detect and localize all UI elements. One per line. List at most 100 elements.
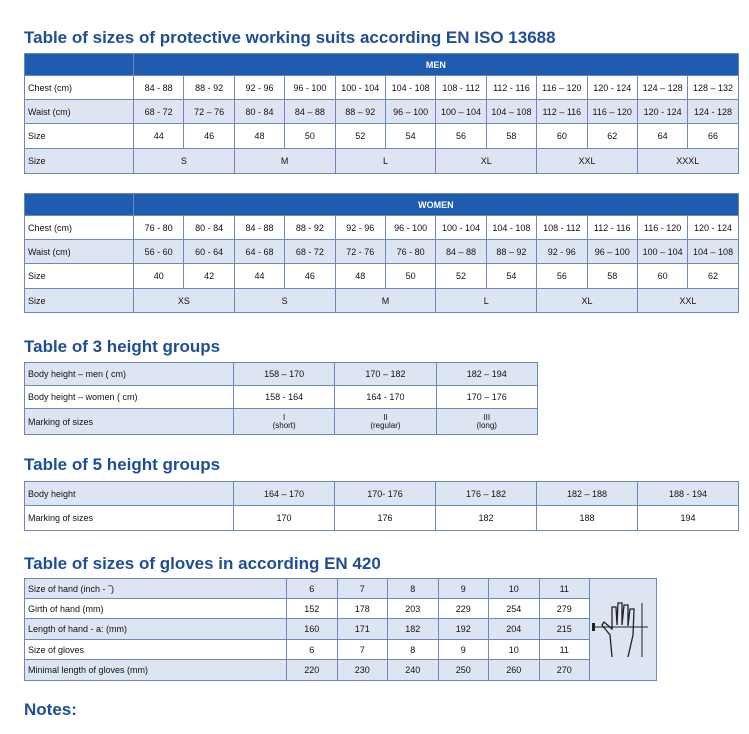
row-label: Body height – women ( cm) bbox=[24, 385, 234, 409]
cell: 11 bbox=[538, 639, 590, 660]
row-label: Length of hand - a: (mm) bbox=[24, 618, 287, 640]
cell: 9 bbox=[437, 578, 489, 599]
cell: 88 – 92 bbox=[485, 239, 538, 264]
row: Size of gloves 6 7 8 9 10 11 bbox=[24, 639, 657, 660]
cell: 112 – 116 bbox=[536, 99, 588, 124]
cell: 8 bbox=[387, 639, 439, 660]
cell: 46 bbox=[183, 123, 235, 149]
cell: 120 - 124 bbox=[586, 75, 638, 100]
cell-mark: II bbox=[383, 412, 388, 422]
row-label: Size bbox=[24, 263, 134, 289]
cell: 128 – 132 bbox=[687, 75, 739, 100]
cell: 7 bbox=[336, 639, 388, 660]
cell: 182 – 188 bbox=[536, 481, 638, 506]
cell: 84 – 88 bbox=[435, 239, 487, 264]
cell: 54 bbox=[485, 263, 538, 289]
row: Size S M L XL XXL XXXL bbox=[24, 148, 739, 174]
cell: 60 bbox=[536, 123, 588, 149]
cell: 215 bbox=[538, 618, 590, 640]
cell: 250 bbox=[437, 659, 489, 681]
cell: 170 – 182 bbox=[334, 362, 437, 386]
section-title: Notes: bbox=[24, 700, 77, 719]
cell: 220 bbox=[286, 659, 338, 681]
row: Marking of sizes 170 176 182 188 194 bbox=[24, 505, 739, 531]
section-title: Table of sizes of protective working sui… bbox=[24, 28, 556, 47]
row-label: Marking of sizes bbox=[24, 408, 234, 435]
cell: 108 - 112 bbox=[435, 75, 487, 100]
cell: 84 - 88 bbox=[233, 215, 286, 240]
row-label: Waist (cm) bbox=[24, 239, 134, 264]
cell: 182 bbox=[435, 505, 537, 531]
hand-cell bbox=[589, 578, 657, 681]
cell: 279 bbox=[538, 598, 590, 619]
cell: 88 - 92 bbox=[284, 215, 336, 240]
row: Body height 164 – 170 170- 176 176 – 182 182… bbox=[24, 481, 739, 506]
cell: 10 bbox=[488, 578, 540, 599]
cell: 170 bbox=[233, 505, 335, 531]
row: Waist (cm) 68 - 72 72 – 76 80 - 84 84 – 88 88… bbox=[24, 99, 739, 124]
cell: 124 – 128 bbox=[636, 75, 689, 100]
cell: 104 - 108 bbox=[384, 75, 437, 100]
cell: 80 - 84 bbox=[183, 215, 235, 240]
row: Minimal length of gloves (mm) 220 230 240 25… bbox=[24, 659, 657, 681]
cell: 56 bbox=[435, 123, 487, 149]
cell: 42 bbox=[183, 263, 235, 289]
cell: 120 - 124 bbox=[636, 99, 689, 124]
cell: 64 - 68 bbox=[233, 239, 286, 264]
cell: 92 - 96 bbox=[536, 239, 588, 264]
hand-diagram bbox=[592, 602, 648, 658]
cell: XL bbox=[536, 288, 638, 313]
cell: 10 bbox=[488, 639, 540, 660]
cell: S bbox=[233, 288, 336, 313]
cell: 188 - 194 bbox=[637, 481, 739, 506]
cell: 170- 176 bbox=[334, 481, 436, 506]
header-cell: MEN bbox=[133, 53, 739, 76]
row-label: Size bbox=[24, 123, 134, 149]
cell: M bbox=[334, 288, 437, 313]
cell: 80 - 84 bbox=[233, 99, 286, 124]
section-title: Table of sizes of gloves in according EN… bbox=[24, 554, 381, 573]
cell: 8 bbox=[387, 578, 439, 599]
cell: 104 – 108 bbox=[485, 99, 538, 124]
cell: 40 bbox=[132, 263, 185, 289]
row: Size 44 46 48 50 52 54 56 58 60 62 64 66 bbox=[24, 123, 739, 149]
cell: 88 – 92 bbox=[334, 99, 386, 124]
cell: 68 - 72 bbox=[284, 239, 336, 264]
cell: 76 - 80 bbox=[132, 215, 185, 240]
cell: 192 bbox=[437, 618, 489, 640]
cell-mark: III bbox=[483, 412, 491, 422]
cell: I (short) bbox=[232, 408, 336, 435]
row: Waist (cm) 56 - 60 60 - 64 64 - 68 68 - 72 72… bbox=[24, 239, 739, 264]
cell: 194 bbox=[637, 505, 739, 531]
cell: 178 bbox=[336, 598, 388, 619]
cell: 48 bbox=[233, 123, 286, 149]
cell: 48 bbox=[334, 263, 386, 289]
table: Body height 164 – 170 170- 176 176 – 182 182… bbox=[24, 481, 739, 531]
cell: 158 – 170 bbox=[232, 362, 336, 386]
cell: 52 bbox=[334, 123, 386, 149]
cell: 240 bbox=[387, 659, 439, 681]
row-label: Girth of hand (mm) bbox=[24, 598, 287, 619]
cell: 96 – 100 bbox=[586, 239, 638, 264]
cell: 72 – 76 bbox=[183, 99, 235, 124]
cell: 104 - 108 bbox=[485, 215, 538, 240]
cell: 62 bbox=[687, 263, 739, 289]
cell: 116 - 120 bbox=[636, 215, 689, 240]
header-cell: WOMEN bbox=[133, 193, 739, 216]
cell: 11 bbox=[538, 578, 590, 599]
row-label: Size bbox=[24, 148, 134, 174]
cell-note: (short) bbox=[272, 420, 296, 430]
row-label: Body height bbox=[24, 481, 234, 506]
table: WOMEN Chest (cm) 76 - 80 80 - 84 84 - 88 88 -… bbox=[24, 193, 739, 313]
cell: 104 – 108 bbox=[687, 239, 739, 264]
cell: 170 – 176 bbox=[435, 385, 538, 409]
cell: 68 - 72 bbox=[132, 99, 185, 124]
row-label: Marking of sizes bbox=[24, 505, 234, 531]
cell: 7 bbox=[336, 578, 388, 599]
cell: 108 - 112 bbox=[536, 215, 588, 240]
cell-mark: I bbox=[283, 412, 286, 422]
cell: 54 bbox=[384, 123, 437, 149]
cell: 76 - 80 bbox=[384, 239, 437, 264]
cell: 56 bbox=[536, 263, 588, 289]
row: Size XS S M L XL XXL bbox=[24, 288, 739, 313]
